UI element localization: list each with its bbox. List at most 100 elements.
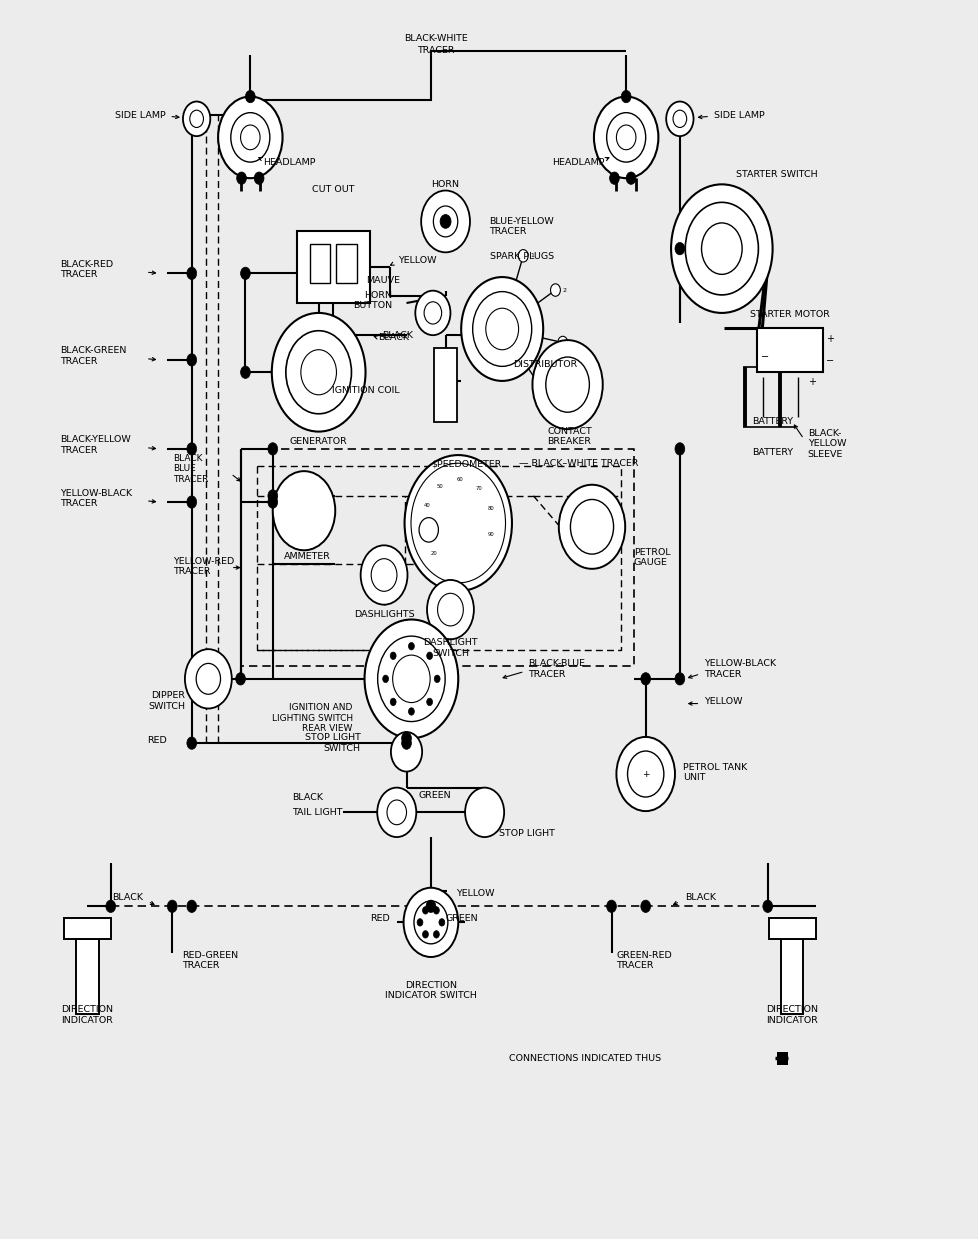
Circle shape: [701, 223, 741, 274]
Text: BLACK
BLUE
TRACER: BLACK BLUE TRACER: [173, 453, 208, 483]
Text: +: +: [642, 769, 648, 778]
Circle shape: [665, 102, 692, 136]
Text: BLACK: BLACK: [111, 893, 143, 902]
Circle shape: [532, 341, 602, 429]
Text: +: +: [807, 377, 815, 387]
Circle shape: [364, 620, 458, 738]
Circle shape: [465, 788, 504, 838]
Circle shape: [392, 655, 429, 703]
Text: IGNITION AND
LIGHTING SWITCH
REAR VIEW: IGNITION AND LIGHTING SWITCH REAR VIEW: [272, 704, 352, 733]
Bar: [433, 347, 457, 421]
Text: 4: 4: [549, 387, 553, 392]
Circle shape: [273, 471, 334, 550]
Circle shape: [517, 249, 527, 261]
Circle shape: [386, 800, 406, 825]
Text: BLACK-WHITE: BLACK-WHITE: [404, 33, 467, 43]
Circle shape: [187, 268, 197, 280]
Circle shape: [272, 313, 365, 431]
Circle shape: [241, 125, 260, 150]
Text: — BLACK–WHITE TRACER: — BLACK–WHITE TRACER: [518, 460, 638, 468]
Text: CUT OUT: CUT OUT: [312, 185, 354, 193]
Text: PETROL TANK
UNIT: PETROL TANK UNIT: [682, 763, 746, 783]
Text: 20: 20: [430, 551, 437, 556]
Circle shape: [408, 643, 414, 650]
Text: BLUE-YELLOW
TRACER: BLUE-YELLOW TRACER: [489, 217, 554, 237]
Text: 2: 2: [562, 287, 566, 292]
Text: SIDE LAMP: SIDE LAMP: [114, 110, 165, 120]
Circle shape: [616, 737, 674, 812]
Circle shape: [425, 900, 435, 912]
Circle shape: [404, 455, 511, 591]
Circle shape: [187, 496, 197, 508]
Circle shape: [627, 751, 663, 797]
Circle shape: [403, 888, 458, 957]
Circle shape: [621, 90, 631, 103]
Text: YELLOW: YELLOW: [703, 696, 742, 705]
Circle shape: [485, 309, 518, 349]
Circle shape: [236, 673, 245, 685]
Text: YELLOW-BLACK
TRACER: YELLOW-BLACK TRACER: [703, 659, 776, 679]
Text: IGNITION COIL: IGNITION COIL: [332, 387, 399, 395]
Text: BLACK-GREEN
TRACER: BLACK-GREEN TRACER: [60, 347, 126, 366]
Bar: [310, 244, 330, 284]
Circle shape: [546, 357, 589, 413]
Text: AMMETER: AMMETER: [284, 551, 330, 561]
Circle shape: [672, 110, 686, 128]
Text: 50: 50: [436, 483, 443, 488]
Text: HEADLAMP: HEADLAMP: [263, 157, 315, 166]
Circle shape: [300, 349, 336, 395]
Text: GENERATOR: GENERATOR: [289, 437, 347, 446]
Text: BATTERY: BATTERY: [751, 418, 792, 426]
Circle shape: [433, 907, 439, 914]
Circle shape: [408, 707, 414, 715]
Circle shape: [426, 652, 432, 659]
Circle shape: [426, 699, 432, 706]
Circle shape: [187, 442, 197, 455]
Circle shape: [594, 97, 658, 178]
Text: BLACK-
YELLOW
SLEEVE: BLACK- YELLOW SLEEVE: [807, 429, 845, 458]
Circle shape: [268, 489, 278, 502]
Text: 30: 30: [421, 529, 427, 534]
Text: RED: RED: [370, 914, 389, 923]
Circle shape: [237, 172, 246, 185]
Text: RED-GREEN
TRACER: RED-GREEN TRACER: [182, 952, 238, 970]
Circle shape: [382, 675, 388, 683]
Circle shape: [167, 900, 177, 912]
Text: STOP LIGHT: STOP LIGHT: [499, 829, 555, 838]
Circle shape: [437, 593, 463, 626]
Text: RED: RED: [148, 736, 167, 745]
Text: HEADLAMP: HEADLAMP: [552, 157, 604, 166]
Text: STARTER MOTOR: STARTER MOTOR: [749, 310, 829, 318]
Text: BLACK: BLACK: [292, 793, 323, 802]
Circle shape: [245, 90, 255, 103]
Text: 90: 90: [488, 532, 494, 536]
Circle shape: [641, 673, 650, 685]
Text: 1: 1: [530, 253, 534, 258]
Circle shape: [472, 291, 531, 367]
Circle shape: [685, 202, 758, 295]
Circle shape: [461, 278, 543, 380]
Text: TAIL LIGHT: TAIL LIGHT: [292, 808, 342, 817]
Circle shape: [433, 206, 458, 237]
Text: BLACK: BLACK: [381, 331, 413, 339]
Circle shape: [185, 649, 232, 709]
Circle shape: [557, 336, 567, 348]
Circle shape: [616, 125, 636, 150]
Circle shape: [440, 214, 451, 228]
Text: YELLOW-RED
TRACER: YELLOW-RED TRACER: [173, 556, 234, 576]
Circle shape: [378, 636, 445, 721]
Text: +: +: [825, 333, 833, 344]
Circle shape: [401, 737, 411, 750]
Text: DISTRIBUTOR: DISTRIBUTOR: [512, 361, 577, 369]
Circle shape: [268, 442, 278, 455]
Circle shape: [286, 331, 351, 414]
Circle shape: [106, 900, 115, 912]
Circle shape: [390, 652, 396, 659]
Text: DASHLIGHT
SWITCH: DASHLIGHT SWITCH: [422, 638, 477, 658]
Bar: [296, 232, 370, 304]
Text: 40: 40: [422, 503, 429, 508]
Text: DIRECTION
INDICATOR: DIRECTION INDICATOR: [766, 1005, 818, 1025]
Text: STARTER SWITCH: STARTER SWITCH: [734, 170, 817, 178]
Bar: [756, 328, 822, 372]
Circle shape: [183, 102, 210, 136]
